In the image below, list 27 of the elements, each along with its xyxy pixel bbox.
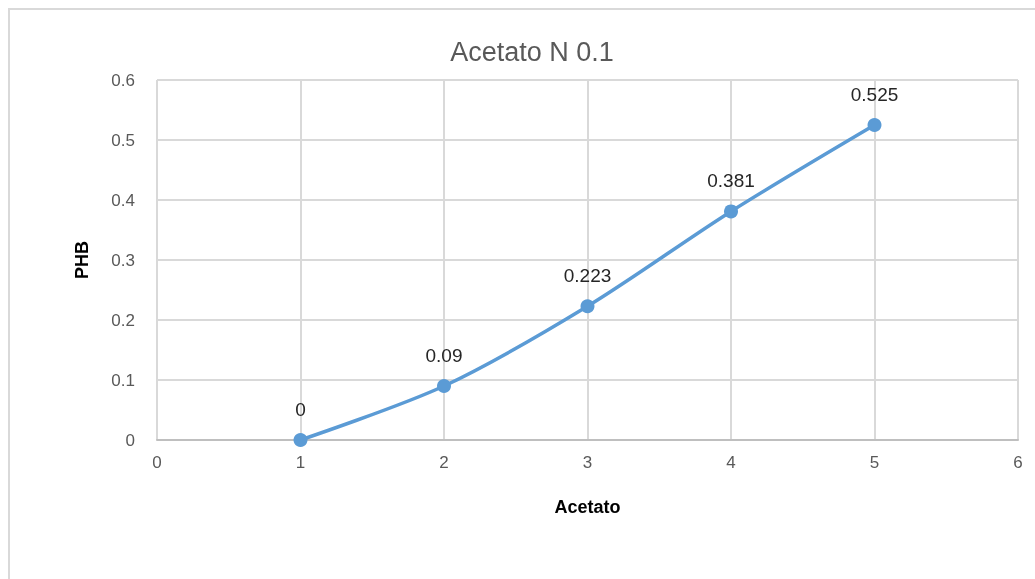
y-tick-label: 0.2 xyxy=(111,310,135,330)
x-tick-label: 6 xyxy=(1013,453,1023,472)
chart-title: Acetato N 0.1 xyxy=(450,36,614,67)
data-label: 0 xyxy=(295,399,306,420)
x-tick-label: 0 xyxy=(152,453,162,472)
point xyxy=(437,379,451,393)
point xyxy=(293,433,308,447)
y-tick-label: 0.3 xyxy=(111,250,135,270)
data-label: 0.381 xyxy=(707,170,755,192)
data-label: 0.525 xyxy=(850,84,899,105)
point xyxy=(867,118,882,132)
y-tick-label: 0.5 xyxy=(111,130,135,150)
y-tick-label: 0.1 xyxy=(111,370,135,390)
y-tick-label: 0 xyxy=(125,430,135,450)
y-axis-title: PHB xyxy=(72,240,92,280)
x-axis-title: Acetato xyxy=(554,497,621,517)
y-tick-label: 0.6 xyxy=(111,70,135,90)
x-tick-label: 5 xyxy=(869,453,880,472)
data-label: 0.09 xyxy=(425,345,463,366)
point xyxy=(580,299,595,314)
x-tick-label: 1 xyxy=(295,453,306,472)
data-label: 0.223 xyxy=(563,265,612,287)
x-tick-label: 4 xyxy=(726,453,736,472)
x-tick-label: 2 xyxy=(439,453,449,472)
point xyxy=(724,204,738,219)
y-tick-label: 0.4 xyxy=(111,190,135,210)
x-tick-label: 3 xyxy=(582,453,593,472)
